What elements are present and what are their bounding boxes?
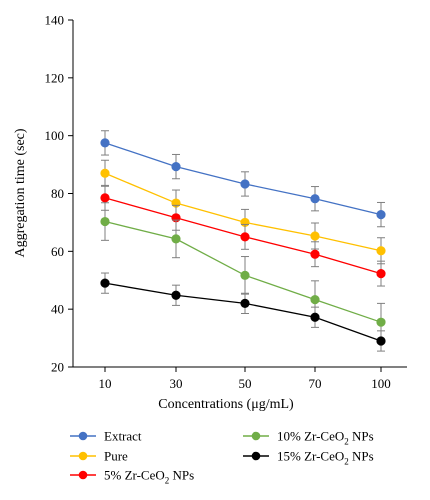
x-tick-label: 50 bbox=[239, 376, 252, 391]
data-point bbox=[240, 270, 250, 280]
legend-marker bbox=[78, 431, 88, 441]
legend-item-1: Extract bbox=[70, 429, 142, 444]
legend-marker bbox=[78, 451, 88, 461]
data-point bbox=[376, 317, 386, 327]
legend-marker bbox=[251, 431, 261, 441]
data-point bbox=[310, 312, 320, 322]
data-point bbox=[376, 336, 386, 346]
series-3 bbox=[100, 184, 386, 287]
y-tick-label: 100 bbox=[45, 128, 65, 143]
x-tick-label: 30 bbox=[170, 376, 183, 391]
y-axis-label: Aggregation time (sec) bbox=[13, 128, 28, 257]
data-point bbox=[310, 194, 320, 204]
data-point bbox=[100, 138, 110, 148]
legend-item-4: 10% Zr-CeO2 NPs bbox=[243, 429, 374, 447]
y-tick-label: 40 bbox=[51, 302, 64, 317]
series-1 bbox=[100, 130, 386, 228]
legend-label: Extract bbox=[104, 429, 142, 444]
legend-marker bbox=[78, 470, 88, 480]
legend-marker bbox=[251, 451, 261, 461]
x-tick-label: 70 bbox=[309, 376, 322, 391]
series-4 bbox=[100, 202, 386, 342]
legend: Extract Pure 5% Zr-CeO2 NPs 10% Zr-CeO2 NPs… bbox=[70, 429, 374, 486]
y-tick-label: 80 bbox=[51, 186, 64, 201]
data-point bbox=[310, 249, 320, 259]
data-point bbox=[376, 268, 386, 279]
y-tick-label: 140 bbox=[45, 13, 65, 28]
legend-label: 10% Zr-CeO2 NPs bbox=[277, 429, 374, 447]
x-axis-label: Concentrations (μg/mL) bbox=[158, 397, 294, 412]
legend-item-5: 15% Zr-CeO2 NPs bbox=[243, 449, 374, 467]
legend-item-2: Pure bbox=[70, 449, 128, 464]
data-point bbox=[240, 298, 250, 308]
legend-label: 15% Zr-CeO2 NPs bbox=[277, 449, 374, 467]
y-tick-label: 120 bbox=[45, 70, 65, 85]
legend-label: 5% Zr-CeO2 NPs bbox=[104, 468, 194, 486]
legend-label: Pure bbox=[104, 449, 128, 464]
series-5 bbox=[100, 272, 386, 352]
y-tick-label: 20 bbox=[51, 360, 64, 375]
data-point bbox=[376, 210, 386, 220]
data-point bbox=[240, 179, 250, 189]
series-line bbox=[104, 142, 382, 216]
data-point bbox=[376, 246, 386, 256]
data-point bbox=[100, 193, 110, 203]
data-point bbox=[171, 234, 181, 244]
x-tick-label: 10 bbox=[99, 376, 112, 391]
series-2 bbox=[100, 159, 386, 265]
data-point bbox=[100, 216, 110, 227]
data-point bbox=[100, 168, 110, 178]
data-point bbox=[100, 278, 110, 288]
data-point bbox=[240, 232, 250, 242]
x-tick-label: 100 bbox=[371, 376, 391, 391]
y-tick-label: 60 bbox=[51, 244, 64, 259]
axes: 20 40 60 80 100 120 140 10 30 50 70 100 bbox=[45, 13, 407, 391]
legend-item-3: 5% Zr-CeO2 NPs bbox=[70, 468, 194, 486]
data-point bbox=[310, 295, 320, 305]
data-point bbox=[171, 290, 181, 300]
data-point bbox=[310, 231, 320, 241]
data-point bbox=[171, 162, 181, 172]
plot-area bbox=[100, 130, 386, 352]
series-line bbox=[104, 282, 382, 342]
